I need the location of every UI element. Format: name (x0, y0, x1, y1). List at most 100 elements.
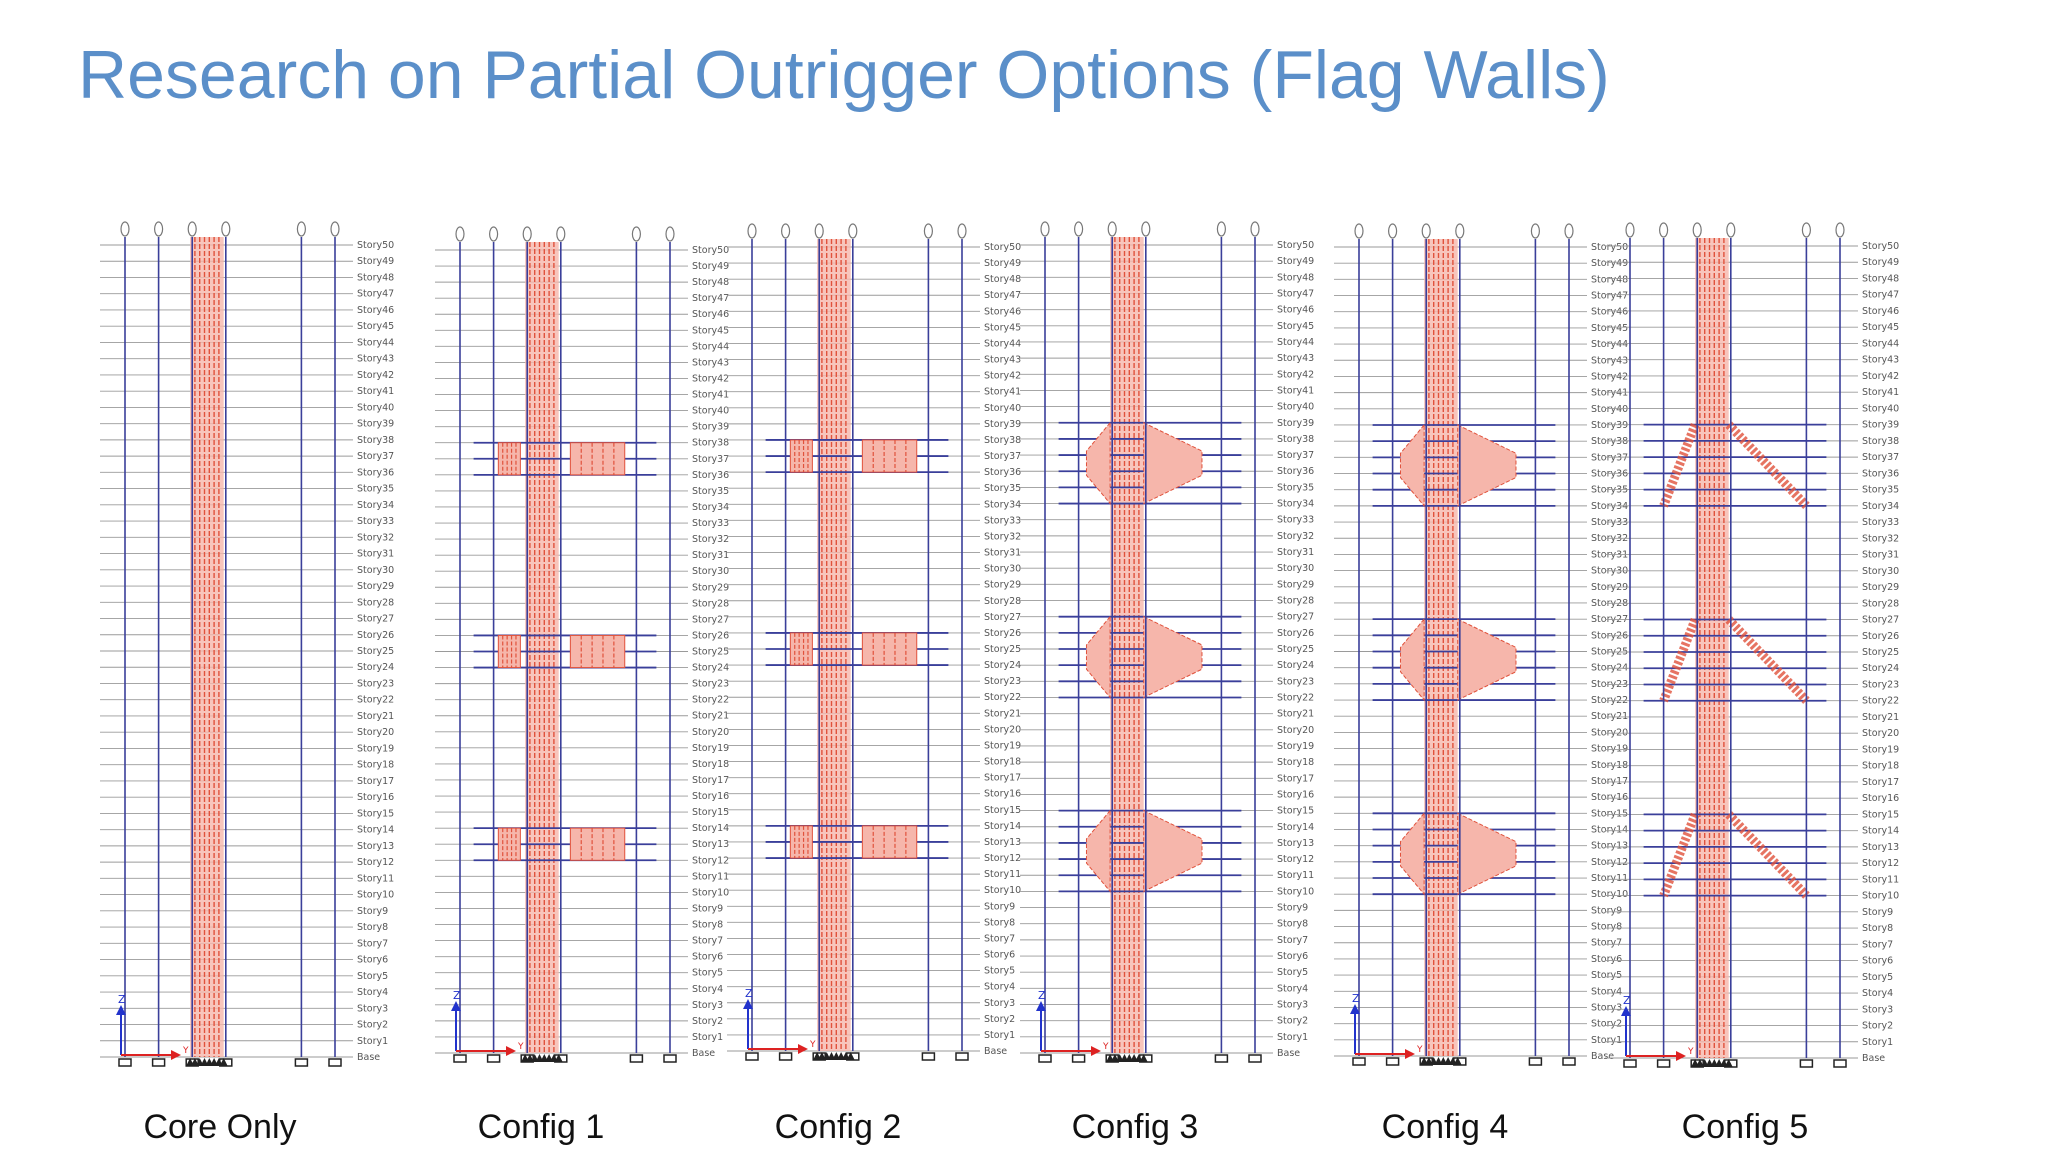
outrigger-wall (789, 632, 813, 666)
story-label: Story45 (692, 325, 729, 336)
support-symbol (151, 1058, 166, 1067)
story-label: Story29 (1862, 582, 1899, 593)
elevation-config-5: Z Y Base Story1 Story2 Story3 Story4 Story5 Stor… (1605, 222, 1899, 1068)
story-label: Story20 (1277, 725, 1314, 736)
story-label: Story32 (692, 534, 729, 545)
story-label: Story19 (1277, 741, 1314, 752)
story-label: Story16 (1862, 793, 1899, 804)
story-label: Story16 (357, 792, 394, 803)
story-label: Story23 (1277, 676, 1314, 687)
z-axis-label: Z (1623, 994, 1631, 1007)
story-label: Story50 (1862, 241, 1899, 252)
y-axis-arrow (1676, 1051, 1686, 1061)
story-label: Story13 (357, 841, 394, 852)
y-axis-label: Y (1102, 1042, 1109, 1052)
flag-wall (1725, 811, 1810, 899)
story-label: Story33 (984, 515, 1021, 526)
story-label: Story17 (1591, 776, 1628, 787)
story-label: Story24 (1277, 660, 1314, 671)
support-symbol (294, 1058, 309, 1067)
story-label: Story47 (1277, 288, 1314, 299)
grid-bubble (1835, 222, 1845, 238)
story-label: Story1 (357, 1036, 388, 1047)
story-label: Story38 (1591, 436, 1628, 447)
story-label: Story37 (1591, 452, 1628, 463)
support-symbol (846, 1052, 855, 1060)
grid-bubble (923, 223, 934, 239)
z-axis-label: Z (745, 987, 753, 1000)
story-label: Story25 (984, 644, 1021, 655)
z-axis-label: Z (453, 989, 461, 1002)
grid-bubble (1387, 223, 1398, 239)
story-label: Story31 (1862, 550, 1899, 561)
elevation-core-only: Z Y Base Story1 Story2 Story3 Story4 Story5 Stor… (100, 221, 394, 1067)
support-symbol (955, 1052, 969, 1061)
story-label: Story2 (1277, 1016, 1308, 1027)
story-label: Story11 (984, 869, 1021, 880)
story-label: Base (984, 1046, 1007, 1057)
story-label: Story37 (357, 451, 394, 462)
story-label: Story8 (692, 920, 723, 931)
story-label: Story15 (1862, 809, 1899, 820)
elevation-config-2: Z Y Base Story1 Story2 Story3 Story4 Story5 Stor… (727, 223, 1021, 1061)
story-label: Story13 (692, 839, 729, 850)
story-label: Story31 (1277, 547, 1314, 558)
story-label: Base (357, 1052, 380, 1063)
story-label: Story38 (692, 438, 729, 449)
story-label: Story31 (984, 548, 1021, 559)
grid-bubble (1658, 222, 1669, 238)
story-label: Story19 (692, 743, 729, 754)
story-label: Story10 (1862, 891, 1899, 902)
story-label: Story1 (984, 1030, 1015, 1041)
story-label: Story35 (1591, 485, 1628, 496)
core-wall (1424, 239, 1458, 1056)
story-label: Story50 (1591, 242, 1628, 253)
tapered-outrigger (1085, 421, 1111, 505)
story-label: Story34 (1591, 501, 1628, 512)
story-label: Story46 (984, 306, 1021, 317)
outrigger-wall (497, 827, 521, 861)
story-label: Story7 (1591, 938, 1622, 949)
story-label: Story40 (1277, 402, 1314, 413)
z-axis-arrow (1036, 1001, 1046, 1011)
story-label: Story39 (1862, 420, 1899, 431)
story-label: Story32 (357, 532, 394, 543)
story-label: Story20 (1862, 728, 1899, 739)
story-label: Story4 (692, 984, 723, 995)
story-label: Story21 (1862, 712, 1899, 723)
story-label: Story6 (984, 950, 1015, 961)
z-axis-arrow (451, 1001, 461, 1011)
outrigger-wall (789, 439, 813, 473)
support-symbol (554, 1054, 563, 1062)
story-label: Story35 (692, 486, 729, 497)
z-axis-arrow (1350, 1004, 1360, 1014)
story-label: Story14 (1277, 822, 1314, 833)
story-label: Story7 (1862, 939, 1893, 950)
story-label: Story23 (357, 678, 394, 689)
story-label: Story9 (692, 903, 723, 914)
story-label: Story12 (1862, 858, 1899, 869)
grid-bubble (631, 226, 642, 242)
elevation-config-1: Z Y Base Story1 Story2 Story3 Story4 Story5 Stor… (435, 226, 729, 1063)
story-label: Story5 (1277, 967, 1308, 978)
outrigger-wall (497, 634, 521, 669)
story-label: Story24 (357, 662, 394, 673)
story-label: Story49 (1591, 258, 1628, 269)
support-symbol (1528, 1057, 1543, 1066)
story-label: Story18 (1277, 757, 1314, 768)
story-label: Base (1277, 1048, 1300, 1059)
story-label: Story25 (357, 646, 394, 657)
tapered-outrigger (1143, 615, 1203, 699)
story-label: Story42 (357, 370, 394, 381)
story-label: Story49 (692, 261, 729, 272)
story-label: Story2 (1591, 1019, 1622, 1030)
support-symbol (118, 1058, 132, 1067)
story-label: Story43 (1862, 355, 1899, 366)
story-label: Story1 (692, 1032, 723, 1043)
y-axis-label: Y (809, 1040, 816, 1050)
elevation-config-4: Z Y Base Story1 Story2 Story3 Story4 Story5 Stor… (1334, 223, 1628, 1066)
story-label: Story9 (1591, 905, 1622, 916)
story-label: Story3 (1277, 1000, 1308, 1011)
tapered-outrigger (1143, 809, 1203, 893)
story-label: Story35 (357, 484, 394, 495)
